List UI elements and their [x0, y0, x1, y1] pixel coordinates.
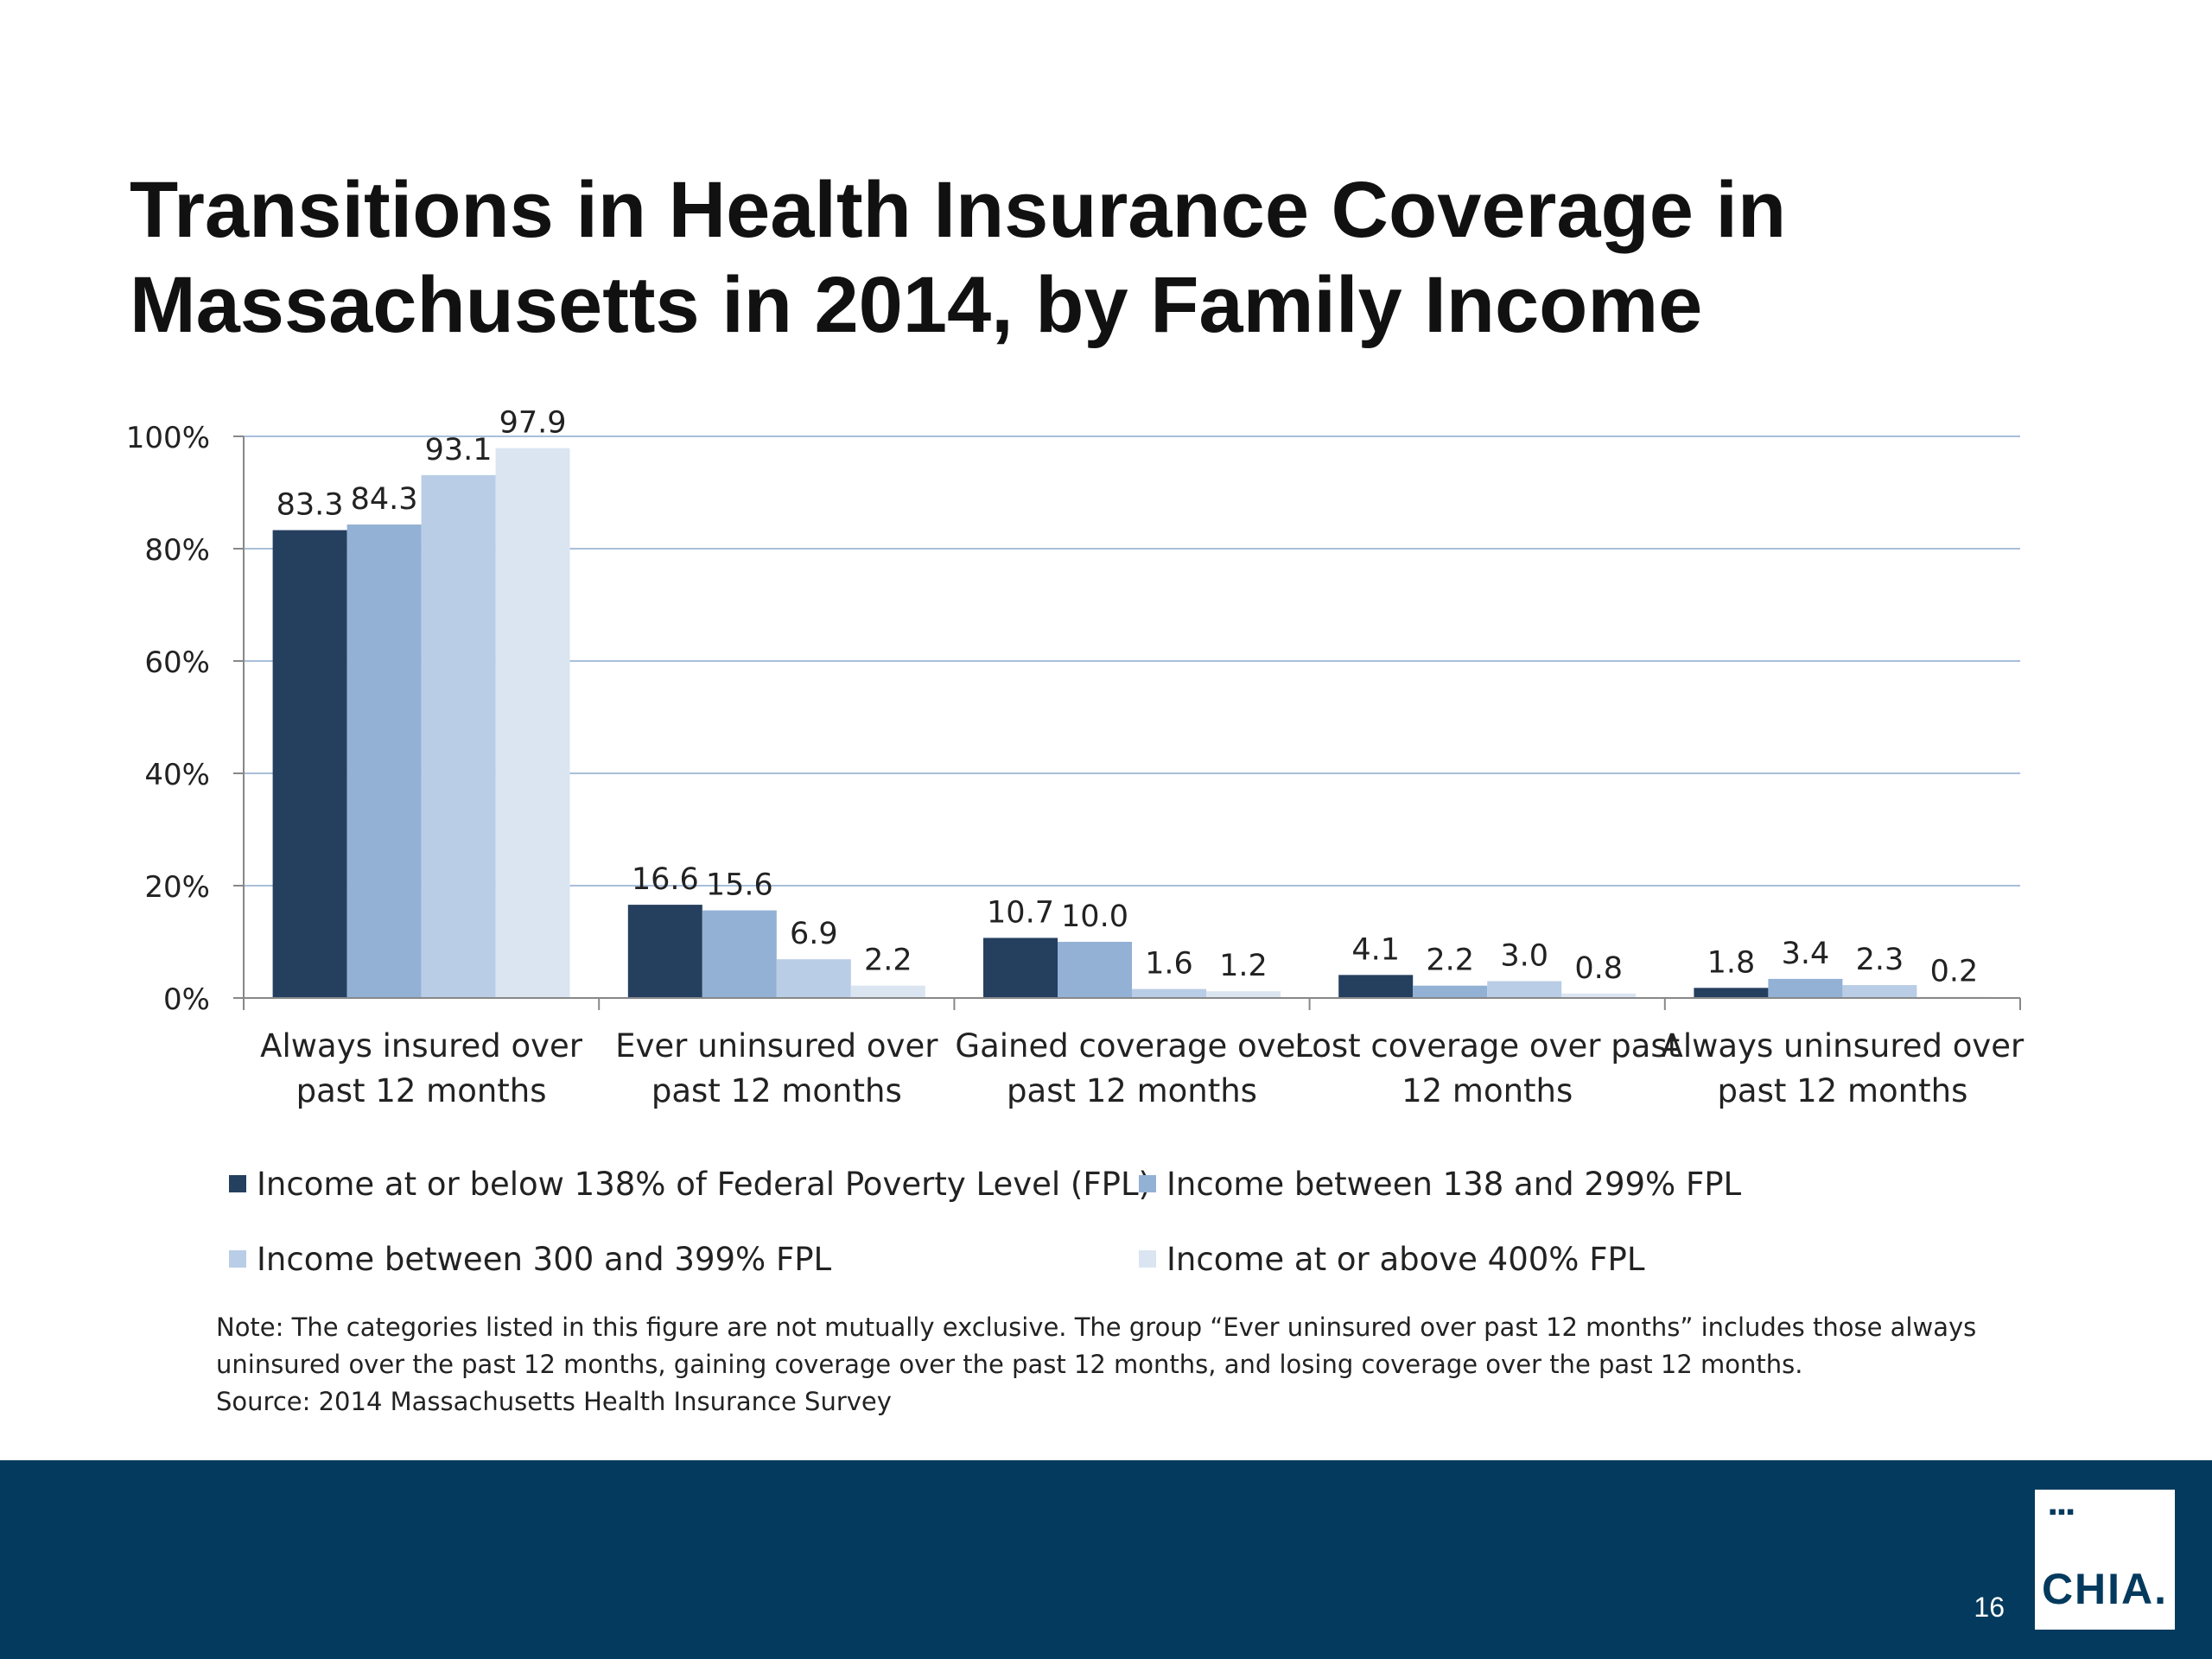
- bar: [1487, 981, 1562, 998]
- data-label: 10.7: [987, 895, 1054, 930]
- bar: [776, 959, 851, 998]
- y-tick-label: 0%: [163, 982, 210, 1017]
- data-label: 1.2: [1219, 949, 1268, 983]
- bar: [1561, 993, 1637, 998]
- data-label: 2.2: [1426, 944, 1474, 978]
- data-label: 1.8: [1707, 945, 1756, 980]
- bar: [850, 985, 925, 998]
- data-label: 2.2: [864, 944, 912, 978]
- bars: [272, 448, 1992, 998]
- bar: [1768, 978, 1843, 998]
- slide-title: Transitions in Health Insurance Coverage…: [130, 166, 1787, 349]
- data-label: 0.8: [1574, 951, 1623, 986]
- bar: [1058, 942, 1132, 998]
- x-tick-label: Lost coverage over past 12 months: [1294, 1027, 1680, 1109]
- y-tick-label: 20%: [144, 870, 210, 905]
- data-label: 93.1: [425, 433, 493, 467]
- legend-label: Income at or above 400% FPL: [1166, 1240, 1645, 1278]
- note-text: Note: The categories listed in this figu…: [216, 1313, 1977, 1379]
- data-label: 15.6: [706, 868, 773, 903]
- y-tick-label: 40%: [144, 758, 210, 792]
- bar: [1694, 988, 1769, 998]
- data-label: 6.9: [790, 917, 838, 951]
- x-tick-label: Always insured over past 12 months: [260, 1027, 583, 1109]
- bar: [1206, 991, 1281, 998]
- x-tick-label: Gained coverage over past 12 months: [955, 1027, 1309, 1109]
- legend-swatch: [229, 1175, 246, 1192]
- bar-chart: 0% 20% 40% 60% 80% 100% Always insured over pas…: [126, 406, 2024, 1109]
- legend-label: Income at or below 138% of Federal Pover…: [257, 1165, 1151, 1203]
- data-label: 1.6: [1145, 947, 1193, 982]
- data-label: 2.3: [1856, 943, 1904, 977]
- bar: [272, 530, 347, 998]
- bar: [983, 938, 1058, 998]
- axes: 0% 20% 40% 60% 80% 100% Always insured over pas…: [126, 421, 2024, 1109]
- chia-logo: ▪▪▪ CHIA.: [2035, 1490, 2175, 1630]
- bar: [421, 474, 496, 998]
- legend-item-series-3: Income between 300 and 399% FPL: [229, 1237, 831, 1281]
- bar: [1413, 985, 1488, 998]
- legend-label: Income between 138 and 299% FPL: [1166, 1165, 1742, 1203]
- data-label: 4.1: [1351, 932, 1400, 967]
- source-text: Source: 2014 Massachusetts Health Insura…: [216, 1387, 892, 1416]
- data-label: 83.3: [276, 488, 344, 523]
- chart-note: Note: The categories listed in this figu…: [216, 1309, 2074, 1421]
- bar: [495, 448, 570, 998]
- x-tick-label: Always uninsured over past 12 months: [1662, 1027, 2025, 1109]
- bar: [702, 910, 777, 998]
- data-label: 97.9: [499, 406, 567, 441]
- data-labels: 83.3 84.393.197.9 16.6 15.6 6.9 2.2 10.7 10.0 1.…: [276, 406, 1979, 989]
- x-tick-label: Ever uninsured over past 12 months: [615, 1027, 938, 1109]
- bar: [1842, 985, 1917, 998]
- data-label: 10.0: [1061, 899, 1128, 934]
- legend-item-series-2: Income between 138 and 299% FPL: [1139, 1162, 1741, 1205]
- bar: [627, 905, 702, 998]
- bar: [346, 524, 422, 998]
- data-label: 0.2: [1930, 955, 1979, 989]
- legend-swatch: [1139, 1175, 1156, 1192]
- legend-label: Income between 300 and 399% FPL: [257, 1240, 832, 1278]
- y-tick-label: 100%: [126, 421, 210, 455]
- legend-swatch: [229, 1250, 246, 1268]
- legend-item-series-1: Income at or below 138% of Federal Pover…: [229, 1162, 1151, 1205]
- page-number: 16: [1974, 1592, 2005, 1623]
- legend-swatch: [1139, 1250, 1156, 1268]
- data-label: 3.0: [1500, 939, 1548, 974]
- y-tick-label: 80%: [144, 533, 210, 568]
- logo-text: CHIA.: [2041, 1565, 2169, 1613]
- bar: [1338, 975, 1414, 998]
- data-label: 84.3: [351, 482, 418, 517]
- footer-bar: [0, 1460, 2212, 1659]
- data-label: 3.4: [1782, 937, 1830, 971]
- legend-item-series-4: Income at or above 400% FPL: [1139, 1237, 1644, 1281]
- bar: [1132, 988, 1206, 998]
- data-label: 16.6: [632, 862, 699, 897]
- logo-dots: ▪▪▪: [2049, 1498, 2075, 1524]
- y-tick-label: 60%: [144, 645, 210, 680]
